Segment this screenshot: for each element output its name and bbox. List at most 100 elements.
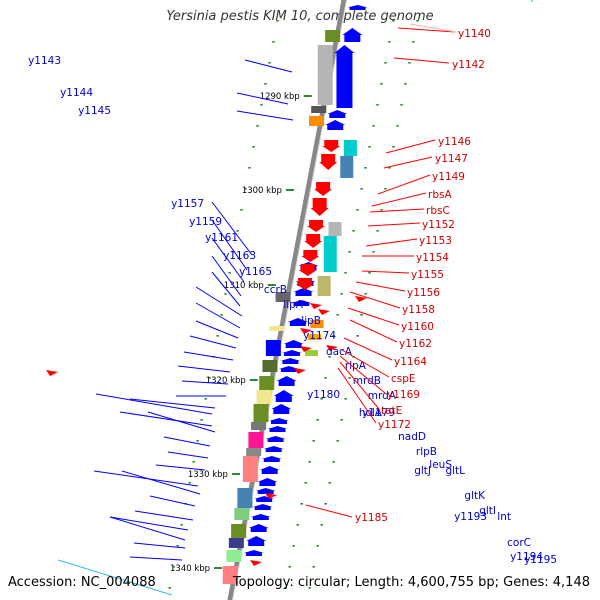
forward-gene: [261, 456, 282, 462]
gene-label: rlpB: [416, 446, 437, 458]
gene-label: y1169: [387, 389, 420, 401]
guide-tick: [368, 272, 371, 274]
left-leader-line: [195, 286, 243, 317]
gene-label: y1145: [78, 105, 111, 117]
reverse-gene-small: [265, 493, 277, 499]
forward-gene: [263, 446, 284, 452]
feature-box: [317, 45, 333, 105]
reverse-gene-small: [300, 346, 312, 352]
guide-tick: [228, 272, 231, 274]
right-leader-line: [347, 307, 400, 326]
feature-box: [275, 292, 291, 302]
gene-label: y1157: [171, 198, 204, 210]
left-leader-line: [109, 516, 186, 541]
gene-label: mrdB: [353, 375, 381, 387]
guide-tick: [272, 41, 275, 43]
reverse-gene-small: [355, 296, 367, 302]
left-leader-line: [244, 59, 293, 73]
reverse-gene: [310, 198, 329, 216]
feature-box: [311, 106, 327, 113]
gene-label: y1147: [435, 153, 468, 165]
guide-tick: [308, 461, 311, 463]
feature-box: [325, 30, 341, 42]
guide-tick: [296, 524, 299, 526]
feature-box: [246, 448, 262, 456]
feature-box: [231, 524, 247, 538]
forward-gene: [259, 466, 280, 474]
feature-box: [242, 456, 258, 482]
kbp-label: 1330 kbp: [188, 470, 228, 480]
guide-tick: [200, 419, 203, 421]
left-leader-line: [236, 92, 289, 105]
gene-label: mrdA: [368, 390, 397, 402]
left-leader-line: [236, 110, 294, 121]
guide-tick: [308, 587, 311, 589]
gene-label: y1160: [401, 321, 434, 333]
feature-box: [309, 116, 325, 126]
reverse-gene: [296, 278, 315, 290]
guide-tick: [188, 482, 191, 484]
forward-gene: [269, 418, 290, 424]
gene-label: y1180: [307, 389, 340, 401]
right-leader-line: [397, 27, 456, 33]
forward-gene: [327, 110, 348, 118]
right-leader-line: [343, 337, 393, 361]
reverse-gene: [314, 182, 333, 196]
guide-tick: [252, 146, 255, 148]
guide-tick: [248, 167, 251, 169]
guide-tick: [224, 293, 227, 295]
gene-label: y1193: [454, 511, 487, 523]
guide-tick: [376, 230, 379, 232]
gene-label: y1152: [422, 219, 455, 231]
left-leader-line: [211, 255, 242, 297]
left-leader-line: [167, 451, 209, 459]
gene-label: y1162: [399, 338, 432, 350]
forward-gene: [267, 426, 288, 432]
guide-tick: [356, 335, 359, 337]
guide-tick: [348, 251, 351, 253]
gene-label: gltI: [479, 505, 496, 517]
right-leader-line: [409, 23, 457, 33]
forward-gene: [283, 340, 304, 348]
feature-box: [228, 538, 244, 548]
right-leader-line: [337, 367, 377, 424]
guide-tick: [356, 209, 359, 211]
reverse-gene-small: [300, 328, 312, 334]
feature-box: [248, 432, 264, 448]
guide-tick: [380, 83, 383, 85]
forward-gene: [276, 376, 297, 386]
left-leader-line: [57, 559, 173, 596]
left-leader-line: [181, 380, 229, 385]
right-leader-line: [365, 238, 418, 247]
reverse-gene-small: [326, 345, 338, 351]
guide-tick: [412, 41, 415, 43]
left-leader-line: [163, 436, 211, 447]
guide-tick: [344, 398, 347, 400]
feature-box: [343, 140, 357, 156]
right-leader-line: [305, 504, 353, 518]
guide-tick: [292, 545, 295, 547]
left-leader-line: [134, 510, 194, 521]
left-leader-line: [211, 237, 245, 283]
map-title: Yersinia pestis KIM 10, complete genome: [166, 9, 434, 24]
gene-label: nadD: [398, 431, 426, 443]
guide-tick: [364, 167, 367, 169]
gene-label: gltL: [445, 465, 465, 477]
gene-label: dacA: [326, 346, 353, 358]
guide-tick: [324, 377, 327, 379]
feature-box: [323, 236, 337, 272]
left-leader-line: [109, 516, 189, 531]
gene-label: holA: [359, 407, 383, 419]
reverse-gene: [301, 250, 320, 262]
right-leader-line: [355, 281, 406, 292]
guide-tick: [312, 440, 315, 442]
guide-tick: [264, 83, 267, 85]
guide-tick: [376, 104, 379, 106]
guide-tick: [388, 167, 391, 169]
forward-gene: [271, 404, 292, 414]
right-leader-line: [393, 57, 450, 64]
guide-tick: [404, 83, 407, 85]
guide-tick: [196, 440, 199, 442]
feature-box: [237, 488, 253, 508]
gene-label: y1149: [432, 171, 465, 183]
